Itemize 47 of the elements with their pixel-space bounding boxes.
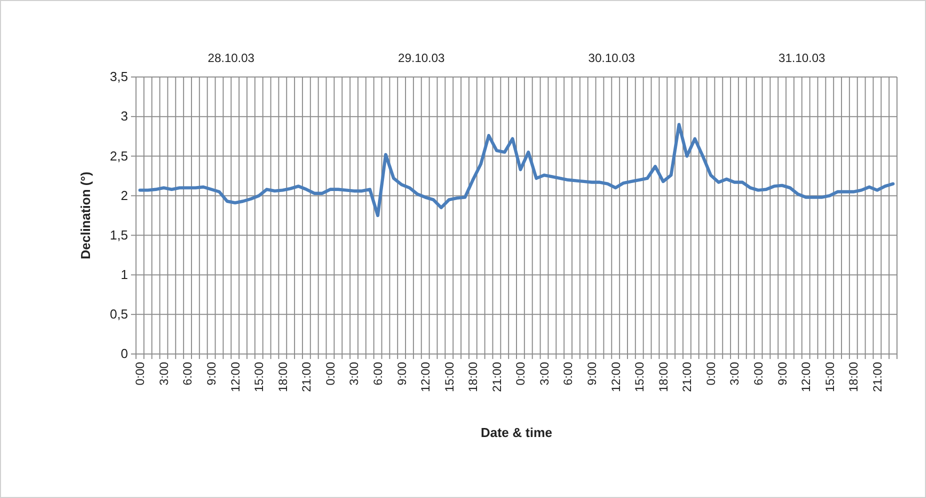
x-tick-label: 3:00 [537, 362, 552, 386]
x-tick-label: 12:00 [228, 362, 242, 392]
x-tick-label: 12:00 [608, 362, 623, 392]
x-tick-label: 15:00 [442, 362, 456, 392]
x-tick-label: 12:00 [799, 362, 814, 392]
x-tick-label: 6:00 [561, 362, 576, 386]
x-tick-label: 0:00 [323, 362, 338, 386]
y-tick-label: 2,5 [110, 148, 128, 164]
x-tick-label: 0:00 [514, 362, 528, 386]
x-tick-label: 18:00 [656, 362, 670, 392]
x-tick-label: 21:00 [680, 362, 694, 392]
text: 30.10.03 [588, 51, 636, 65]
text: 29.10.03 [398, 51, 446, 65]
x-tick-label: 21:00 [870, 362, 884, 392]
x-tick-label: 6:00 [180, 362, 195, 386]
x-tick-label: 9:00 [394, 362, 409, 386]
y-tick-label: 0,5 [110, 306, 128, 322]
x-tick-label: 15:00 [252, 362, 266, 392]
x-tick-label: 3:00 [728, 362, 742, 386]
y-tick-label: 1 [120, 267, 128, 282]
x-tick-label: 3:00 [347, 362, 362, 386]
y-tick-label: 2 [120, 188, 128, 203]
x-axis-title: Date & time [480, 425, 552, 440]
x-tick-label: 15:00 [632, 362, 647, 392]
x-tick-label: 18:00 [466, 362, 480, 392]
x-tick-label: 15:00 [822, 362, 837, 392]
x-tick-label: 12:00 [418, 362, 433, 392]
y-tick-label: 3,5 [110, 69, 128, 84]
y-tick-label: 3 [120, 108, 128, 124]
text: 28.10.03 [208, 51, 255, 65]
x-tick-label: 18:00 [276, 362, 290, 392]
x-tick-label: 0:00 [704, 362, 718, 386]
x-tick-label: 3:00 [156, 362, 171, 386]
x-tick-label: 6:00 [751, 362, 766, 386]
x-tick-label: 21:00 [490, 362, 504, 392]
y-tick-label: 1,5 [110, 227, 128, 242]
x-tick-label: 21:00 [300, 362, 314, 392]
y-axis-title: Declination (°) [78, 172, 93, 260]
x-tick-label: 9:00 [585, 362, 600, 386]
x-tick-label: 18:00 [846, 362, 861, 392]
line-series [138, 122, 895, 218]
x-tick-label: 9:00 [204, 362, 219, 386]
text: 31.10.03 [778, 51, 826, 65]
x-tick-label: 6:00 [370, 362, 385, 386]
y-tick-label: 0 [120, 346, 128, 362]
x-tick-label: 0:00 [133, 362, 148, 386]
x-tick-label: 9:00 [775, 362, 790, 386]
